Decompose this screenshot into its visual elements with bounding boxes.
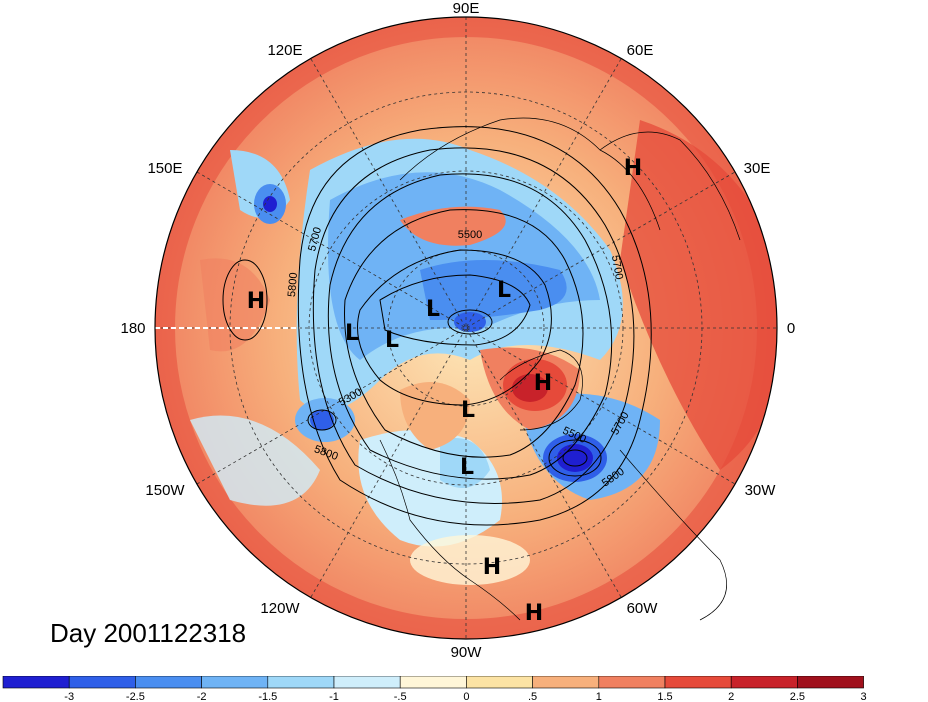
lon-label-150e: 150E xyxy=(147,160,182,177)
date-caption: Day 2001122318 xyxy=(50,618,247,648)
lon-label-90e: 90E xyxy=(453,0,480,17)
low-pressure-marker: L xyxy=(426,297,440,322)
high-pressure-marker: H xyxy=(525,601,543,626)
colorbar-tick-label: 2.5 xyxy=(790,691,805,702)
coastlines xyxy=(379,117,741,621)
colorbar-tick-label: -1.5 xyxy=(258,691,277,702)
lon-label-30w: 30W xyxy=(745,482,777,499)
contour-label: 5800 xyxy=(286,272,300,297)
anomaly-field xyxy=(155,17,777,639)
colorbar-tick-label: -2 xyxy=(197,691,207,702)
colorbar-swatch xyxy=(797,676,864,689)
colorbar-tick-label: -1 xyxy=(329,691,339,702)
pressure-centers: H H L L L L H L L H H xyxy=(247,156,642,626)
colorbar-swatch xyxy=(466,676,533,689)
colorbar-swatch xyxy=(532,676,600,689)
colorbar-tick-label: 3 xyxy=(861,691,867,702)
colorbar-tick-label: .5 xyxy=(528,691,537,702)
lon-label-150w: 150W xyxy=(145,482,185,499)
colorbar-tick-label: 0 xyxy=(463,691,469,702)
high-pressure-marker: H xyxy=(483,555,501,580)
colorbar-swatch xyxy=(598,676,666,689)
colorbar-swatch xyxy=(135,676,202,689)
colorbar-tick-label: 1.5 xyxy=(657,691,672,702)
high-pressure-marker: H xyxy=(247,289,265,314)
lon-label-120w: 120W xyxy=(260,600,300,617)
low-pressure-marker: L xyxy=(345,321,359,346)
colorbar-swatches xyxy=(2,676,864,689)
lon-label-180: 180 xyxy=(120,320,145,337)
lon-label-30e: 30E xyxy=(744,160,771,177)
colorbar-swatch xyxy=(664,676,732,689)
colorbar-tick-label: -3 xyxy=(64,691,74,702)
colorbar-tick-label: 2 xyxy=(728,691,734,702)
lon-label-60w: 60W xyxy=(627,600,659,617)
low-pressure-marker: L xyxy=(497,278,511,303)
height-contours xyxy=(222,126,652,526)
low-pressure-marker: L xyxy=(461,398,475,423)
colorbar-swatch xyxy=(267,676,335,689)
colorbar-tick-labels: -3 -2.5 -2 -1.5 -1 -.5 0 .5 1 1.5 2 2.5 3 xyxy=(64,691,866,702)
colorbar-tick-label: 1 xyxy=(596,691,602,702)
colorbar-swatch xyxy=(399,676,467,689)
low-pressure-marker: L xyxy=(385,328,399,353)
lon-label-0: 0 xyxy=(787,320,795,337)
colorbar-swatch xyxy=(333,676,401,689)
colorbar-swatch xyxy=(2,676,70,689)
colorbar-tick-label: -2.5 xyxy=(126,691,145,702)
longitude-labels: 90E 120E 60E 150E 30E 180 0 150W 30W 120… xyxy=(120,0,795,661)
polar-stereographic-map: 90E 120E 60E 150E 30E 180 0 150W 30W 120… xyxy=(120,0,795,661)
low-pressure-marker: L xyxy=(460,455,474,480)
colorbar-tick-label: -.5 xyxy=(394,691,407,702)
colorbar: -3 -2.5 -2 -1.5 -1 -.5 0 .5 1 1.5 2 2.5 3 xyxy=(2,676,867,702)
map-boundary xyxy=(154,16,778,640)
contour-label: 5700 xyxy=(609,254,625,280)
colorbar-swatch xyxy=(68,676,136,689)
high-pressure-marker: H xyxy=(624,156,642,181)
contour-label: 5500 xyxy=(458,229,482,241)
lon-label-60e: 60E xyxy=(627,42,654,59)
lon-label-90w: 90W xyxy=(451,644,483,661)
high-pressure-marker: H xyxy=(534,371,552,396)
colorbar-swatch xyxy=(201,676,269,689)
colorbar-swatch xyxy=(730,676,798,689)
lon-label-120e: 120E xyxy=(267,42,302,59)
graticule xyxy=(155,17,777,639)
